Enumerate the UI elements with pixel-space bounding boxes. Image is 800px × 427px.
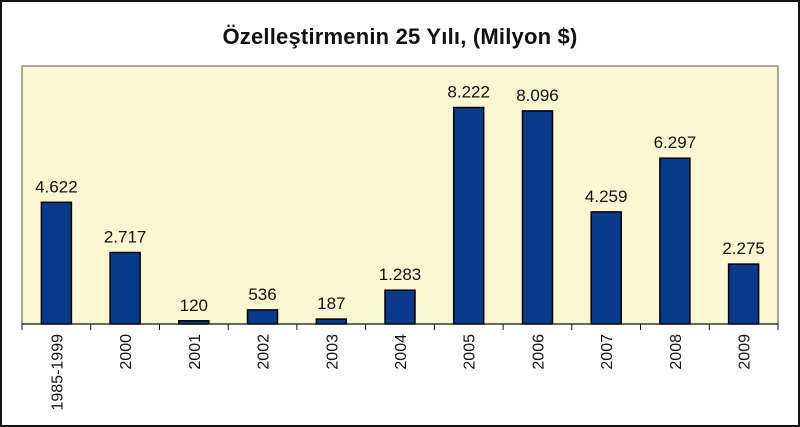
x-tick-label-2007: 2007 [599, 334, 616, 370]
bar-2009 [727, 263, 760, 325]
x-tick-label-2001: 2001 [187, 334, 204, 370]
bar-2008 [659, 157, 691, 325]
value-label-2002: 536 [248, 285, 276, 304]
bar-1985-1999 [40, 201, 73, 325]
value-label-2007: 4.259 [585, 187, 628, 206]
bar-2002 [246, 309, 279, 325]
x-tick-label-2000: 2000 [118, 334, 135, 370]
x-tick-label-1985-1999: 1985-1999 [49, 334, 66, 411]
plot-area [21, 65, 779, 325]
bar-2003 [315, 318, 348, 325]
x-tick-label-2003: 2003 [324, 334, 341, 370]
value-label-2003: 187 [317, 294, 345, 313]
bar-2000 [109, 251, 141, 325]
bar-2004 [384, 289, 416, 325]
value-label-2009: 2.275 [722, 239, 765, 258]
x-tick-label-2008: 2008 [668, 334, 685, 370]
value-label-2008: 6.297 [654, 133, 697, 152]
value-label-2001: 120 [180, 296, 208, 315]
value-label-2005: 8.222 [447, 83, 490, 102]
x-tick-label-2002: 2002 [256, 334, 273, 370]
x-tick-label-2004: 2004 [393, 334, 410, 370]
value-label-2000: 2.717 [104, 228, 147, 247]
x-tick-label-2005: 2005 [462, 334, 479, 370]
value-label-2004: 1.283 [379, 265, 422, 284]
bar-2005 [452, 106, 485, 325]
x-tick-label-2009: 2009 [737, 334, 754, 370]
value-label-2006: 8.096 [516, 86, 559, 105]
chart-title: Özelleştirmenin 25 Yılı, (Milyon $) [222, 24, 578, 49]
bar-2007 [590, 211, 622, 325]
value-label-1985-1999: 4.622 [35, 177, 78, 196]
bar-2006 [521, 110, 554, 325]
x-tick-label-2006: 2006 [531, 334, 548, 370]
